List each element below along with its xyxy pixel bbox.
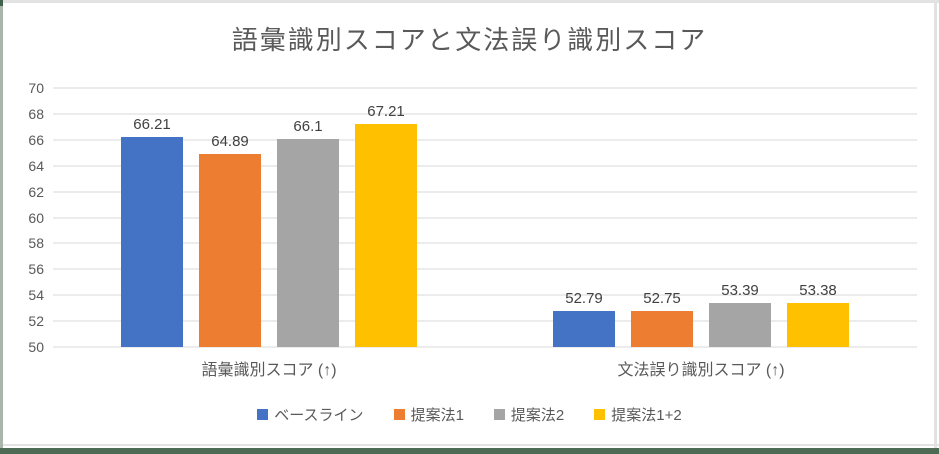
legend-swatch-icon xyxy=(594,409,606,420)
y-axis-label-70: 70 xyxy=(28,80,44,96)
legend-label: 提案法1+2 xyxy=(611,407,682,424)
gridline-68 xyxy=(53,113,917,115)
legend-swatch-icon xyxy=(257,409,269,420)
gridline-66 xyxy=(53,139,917,141)
y-axis-label-62: 62 xyxy=(28,183,44,200)
y-axis-label-64: 64 xyxy=(28,157,44,174)
data-label: 53.39 xyxy=(721,282,759,300)
bar-slot: 66.21 xyxy=(121,88,183,347)
data-label: 52.79 xyxy=(565,289,603,307)
category-axis: 語彙識別スコア (↑) 文法誤り識別スコア (↑) xyxy=(53,356,917,380)
y-axis-label-66: 66 xyxy=(28,131,44,148)
gridline-56 xyxy=(53,268,917,270)
window-top-edge xyxy=(3,0,939,3)
y-axis-label-54: 54 xyxy=(28,287,44,304)
y-axis-label-68: 68 xyxy=(28,105,44,122)
chart-title: 語彙識別スコアと文法誤り識別スコア xyxy=(231,25,708,55)
legend-item-提案法1+2: 提案法1+2 xyxy=(594,404,682,425)
category-label-2: 文法誤り識別スコア (↑) xyxy=(617,362,785,379)
gridline-60 xyxy=(53,217,917,218)
window-bottom-edge xyxy=(0,448,939,454)
gridline-54 xyxy=(53,294,917,296)
bar-slot: 67.21 xyxy=(355,88,417,347)
y-axis-label-50: 50 xyxy=(28,339,44,355)
plot-area: 66.21 64.89 66.1 67.21 52.79 52.75 53.39 53.38 xyxy=(53,87,917,348)
bar-slot: 52.75 xyxy=(631,88,693,347)
window-left-edge xyxy=(0,0,3,454)
window-right-edge xyxy=(934,0,937,454)
legend-item-提案法1: 提案法1 xyxy=(393,404,464,425)
y-axis: 50 52 54 56 58 60 62 64 66 68 70 xyxy=(0,80,44,355)
legend-swatch-icon xyxy=(393,409,405,420)
gridline-52 xyxy=(53,320,917,322)
gridline-62 xyxy=(53,191,917,193)
bar-提案法1-1 xyxy=(199,154,261,347)
bar-提案法1-2 xyxy=(631,311,693,347)
data-label: 64.89 xyxy=(211,133,249,151)
gridline-64 xyxy=(53,165,917,167)
data-label: 53.38 xyxy=(799,282,837,300)
y-axis-label-52: 52 xyxy=(28,313,44,330)
y-axis-label-60: 60 xyxy=(28,209,44,226)
bar-slot: 64.89 xyxy=(199,88,261,347)
y-axis-label-56: 56 xyxy=(28,261,44,278)
bar-提案法2-1 xyxy=(277,138,339,347)
gridline-58 xyxy=(53,242,917,244)
data-label: 66.1 xyxy=(293,117,323,135)
gridline-70 xyxy=(53,87,917,89)
category-label-1: 語彙識別スコア (↑) xyxy=(201,362,337,379)
legend-item-提案法2: 提案法2 xyxy=(493,404,565,425)
legend-label: 提案法2 xyxy=(510,407,565,424)
bar-提案法2-2 xyxy=(709,303,771,347)
bar-group-2: 52.79 52.75 53.39 53.38 xyxy=(553,88,849,347)
bar-slot: 66.1 xyxy=(277,88,339,347)
legend-label: ベースライン xyxy=(274,407,364,424)
bar-slot: 52.79 xyxy=(553,88,615,347)
bar-提案法1+2-2 xyxy=(787,303,849,347)
legend-swatch-icon xyxy=(493,409,505,420)
bar-ベースライン-1 xyxy=(121,137,183,347)
legend-item-ベースライン: ベースライン xyxy=(257,404,364,425)
bar-slot: 53.39 xyxy=(709,88,771,347)
bar-group-1: 66.21 64.89 66.1 67.21 xyxy=(121,88,417,347)
legend-label: 提案法1 xyxy=(410,407,464,424)
bar-ベースライン-2 xyxy=(553,310,615,347)
data-label: 52.75 xyxy=(643,290,681,308)
legend: ベースライン 提案法1 提案法2 提案法1+2 xyxy=(0,404,939,425)
gridline-50 xyxy=(53,346,917,348)
y-axis-label-58: 58 xyxy=(28,235,44,252)
bar-提案法1+2-1 xyxy=(355,124,417,347)
window-left-edge-corner xyxy=(0,0,3,6)
data-label: 66.21 xyxy=(133,116,171,134)
data-label: 67.21 xyxy=(367,103,405,121)
bar-slot: 53.38 xyxy=(787,88,849,347)
chart-frame-bottom-border xyxy=(3,444,939,446)
